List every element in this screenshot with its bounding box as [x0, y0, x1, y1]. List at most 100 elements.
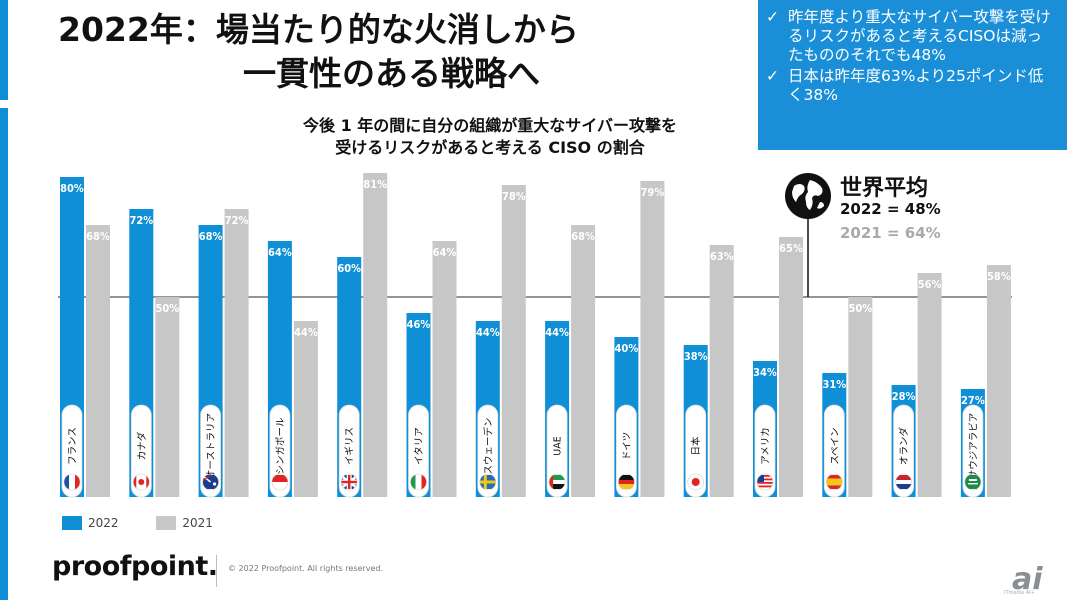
category-label: イギリス	[345, 427, 356, 465]
subtitle-line-2: 受けるリスクがあると考える CISO の割合	[335, 138, 645, 157]
value-label-2021: 81%	[363, 178, 387, 191]
category-label: スウェーデン	[482, 417, 494, 474]
category-pill	[962, 404, 984, 498]
category-pill	[338, 404, 360, 498]
callout-box: ✓ 昨年度より重大なサイバー攻撃を受けるリスクがあると考えるCISOは減ったもの…	[758, 0, 1067, 150]
flag-part	[549, 475, 566, 480]
bar-2021	[571, 225, 596, 497]
flag-border	[410, 473, 427, 491]
value-label-2022: 28%	[892, 390, 916, 403]
category-pill	[408, 404, 429, 498]
flag-border	[63, 473, 81, 491]
flag-netherlands-icon	[895, 475, 912, 489]
category-label: フランス	[68, 427, 79, 465]
callout-item: ✓ 昨年度より重大なサイバー攻撃を受けるリスクがあると考えるCISOは減ったもの…	[766, 8, 1053, 65]
bar-2021	[432, 241, 457, 497]
flag-canada-icon	[133, 475, 150, 489]
value-label-2021: 44%	[294, 326, 318, 339]
category-label: サウジアラビア	[968, 413, 979, 480]
category-label: スペイン	[830, 427, 841, 464]
value-label-2022: 44%	[545, 326, 569, 339]
value-label-2022: 80%	[60, 182, 84, 195]
flag-part	[757, 475, 764, 482]
bar-2021	[917, 273, 942, 497]
flag-border	[756, 473, 774, 491]
globe-icon	[785, 173, 831, 219]
category-label: 日本	[690, 436, 702, 456]
value-label-2022: 31%	[822, 378, 846, 391]
flag-border	[271, 473, 289, 491]
flag-part	[618, 480, 635, 484]
flag-part	[69, 475, 75, 489]
flag-part	[348, 475, 351, 489]
legend-swatch-2021	[156, 515, 177, 530]
flag-border	[964, 473, 982, 491]
flag-part	[691, 478, 700, 486]
flag-border	[133, 473, 150, 491]
category-label: ドイツ	[622, 432, 633, 461]
flag-border	[825, 473, 843, 491]
callout-item: ✓ 日本は昨年度63%より25ポインド低く38%	[766, 67, 1053, 105]
flag-part	[202, 474, 211, 483]
flag-part	[64, 475, 69, 489]
global-average-title: 世界平均	[840, 176, 929, 201]
flag-part	[757, 475, 773, 477]
flag-part	[757, 478, 773, 481]
category-label: UAE	[553, 436, 564, 455]
flag-part	[415, 475, 422, 489]
bar-2021	[224, 209, 249, 497]
bar-2021	[501, 185, 526, 497]
flag-border	[340, 473, 358, 491]
proofpoint-logo: proofpoint.	[52, 551, 218, 582]
flag-border	[479, 473, 497, 491]
value-label-2021: 50%	[848, 302, 872, 315]
flag-part	[968, 479, 977, 481]
value-label-2021: 68%	[86, 230, 110, 243]
value-label-2022: 72%	[129, 214, 153, 227]
left-accent-bar	[0, 0, 8, 600]
category-pill	[754, 404, 776, 498]
flag-part	[271, 475, 288, 482]
value-label-2022: 34%	[753, 366, 777, 379]
flag-part	[549, 480, 566, 484]
flag-part	[757, 485, 773, 488]
flag-usa-icon	[757, 475, 773, 489]
category-pill	[200, 404, 222, 498]
flag-part	[213, 482, 217, 486]
category-label: アメリカ	[761, 427, 772, 465]
bar-2021	[86, 225, 110, 497]
flag-france-icon	[64, 475, 80, 489]
category-pill	[685, 404, 707, 498]
left-accent-top	[0, 0, 8, 100]
value-label-2021: 56%	[918, 278, 942, 291]
value-label-2021: 68%	[571, 230, 595, 243]
legend-label-2022: 2022	[88, 515, 119, 530]
category-pill	[269, 404, 291, 498]
flag-singapore-icon	[271, 475, 288, 489]
flag-spain-icon	[826, 475, 843, 489]
bar-2021	[363, 173, 388, 497]
flag-part	[618, 475, 635, 480]
value-label-2022: 60%	[337, 262, 361, 275]
bar-2021	[986, 265, 1011, 497]
category-label: シンガポール	[275, 417, 286, 475]
value-label-2021: 63%	[710, 250, 734, 263]
category-pill	[477, 404, 499, 498]
flag-japan-icon	[687, 475, 704, 489]
flag-sweden-icon	[479, 475, 496, 489]
bar-2021	[293, 321, 318, 497]
legend-swatch-2022	[62, 515, 82, 530]
category-pill	[616, 404, 637, 498]
callout-text: 日本は昨年度63%より25ポインド低く38%	[788, 67, 1044, 104]
value-label-2021: 50%	[155, 302, 179, 315]
category-label: オーストラリア	[206, 413, 217, 479]
value-label-2021: 65%	[779, 242, 803, 255]
subtitle-line-1: 今後 1 年の間に自分の組織が重大なサイバー攻撃を	[303, 116, 677, 135]
global-average: 世界平均 2022 = 48% 2021 = 64%	[784, 170, 984, 250]
bar-2021	[155, 297, 180, 497]
checkmark-icon: ✓	[766, 8, 779, 26]
category-pill	[893, 404, 914, 498]
flag-part	[826, 478, 843, 486]
left-accent-bottom	[0, 108, 8, 600]
